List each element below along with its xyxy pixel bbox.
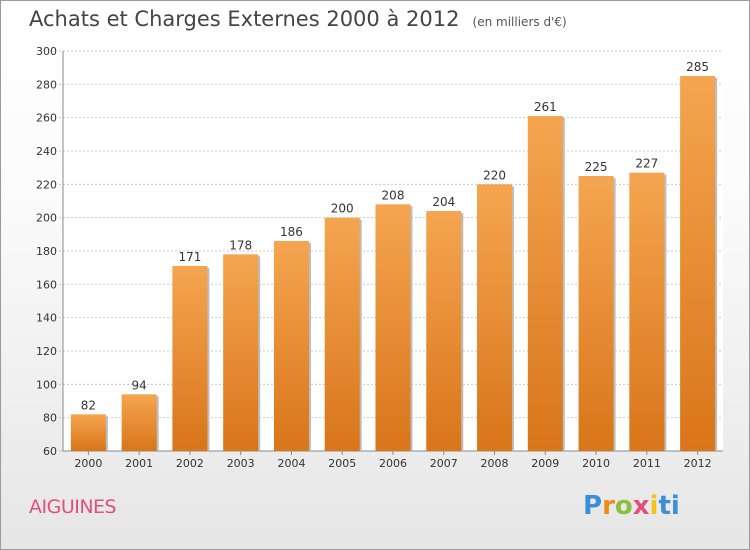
- x-tick-label: 2007: [430, 457, 458, 470]
- x-tick-label: 2010: [582, 457, 610, 470]
- logo-letter: P: [583, 491, 603, 521]
- bar-value-label: 261: [534, 100, 557, 114]
- bar-value-label: 227: [635, 157, 658, 171]
- x-tick-label: 2000: [74, 457, 102, 470]
- bar: [680, 76, 716, 451]
- chart-title: Achats et Charges Externes 2000 à 2012: [29, 7, 460, 31]
- bar-value-label: 186: [280, 225, 303, 239]
- y-tick-label: 260: [36, 112, 57, 125]
- bar-value-label: 208: [382, 188, 405, 202]
- bar-value-label: 285: [686, 60, 709, 74]
- bar: [527, 116, 563, 451]
- logo-letter: i: [670, 491, 680, 521]
- bar: [273, 241, 309, 451]
- bar-value-label: 178: [229, 238, 252, 252]
- logo-letter: r: [602, 491, 615, 521]
- title-row: Achats et Charges Externes 2000 à 2012 (…: [29, 7, 567, 31]
- y-tick-label: 140: [36, 312, 57, 325]
- bar: [324, 217, 360, 451]
- logo-letter: o: [614, 491, 633, 521]
- y-tick-label: 220: [36, 178, 57, 191]
- bar: [121, 394, 157, 451]
- bar: [375, 204, 411, 451]
- y-tick-label: 60: [43, 445, 57, 458]
- bar-value-label: 200: [331, 202, 354, 216]
- proxiti-logo: Proxiti: [583, 491, 680, 521]
- bar-value-label: 220: [483, 168, 506, 182]
- x-tick-label: 2009: [531, 457, 559, 470]
- bar: [426, 211, 462, 451]
- x-tick-label: 2004: [277, 457, 305, 470]
- bar: [172, 266, 208, 451]
- bar-value-label: 82: [81, 398, 96, 412]
- y-tick-label: 200: [36, 212, 57, 225]
- y-tick-label: 180: [36, 245, 57, 258]
- y-tick-label: 160: [36, 278, 57, 291]
- bar: [477, 184, 513, 452]
- x-tick-label: 2008: [481, 457, 509, 470]
- logo-letter: x: [632, 491, 650, 521]
- x-tick-label: 2001: [125, 457, 153, 470]
- y-tick-label: 120: [36, 345, 57, 358]
- bar-value-label: 94: [132, 378, 147, 392]
- bar: [70, 414, 106, 451]
- bar: [629, 172, 665, 451]
- chart-subtitle: (en milliers d'€): [472, 15, 567, 29]
- y-tick-label: 240: [36, 145, 57, 158]
- commune-name: AIGUINES: [29, 496, 117, 518]
- bar-value-label: 204: [432, 195, 455, 209]
- x-tick-label: 2012: [684, 457, 712, 470]
- bar-value-label: 225: [585, 160, 608, 174]
- bar: [223, 254, 259, 451]
- x-tick-label: 2006: [379, 457, 407, 470]
- y-tick-label: 100: [36, 378, 57, 391]
- x-tick-label: 2005: [328, 457, 356, 470]
- bar-value-label: 171: [178, 250, 201, 264]
- y-tick-label: 80: [43, 412, 57, 425]
- logo-letter: t: [658, 491, 671, 521]
- x-tick-label: 2002: [176, 457, 204, 470]
- x-tick-label: 2003: [227, 457, 255, 470]
- bar: [578, 176, 614, 451]
- x-tick-label: 2011: [633, 457, 661, 470]
- logo-letter: i: [649, 491, 659, 521]
- y-tick-label: 300: [36, 45, 57, 58]
- y-tick-label: 280: [36, 78, 57, 91]
